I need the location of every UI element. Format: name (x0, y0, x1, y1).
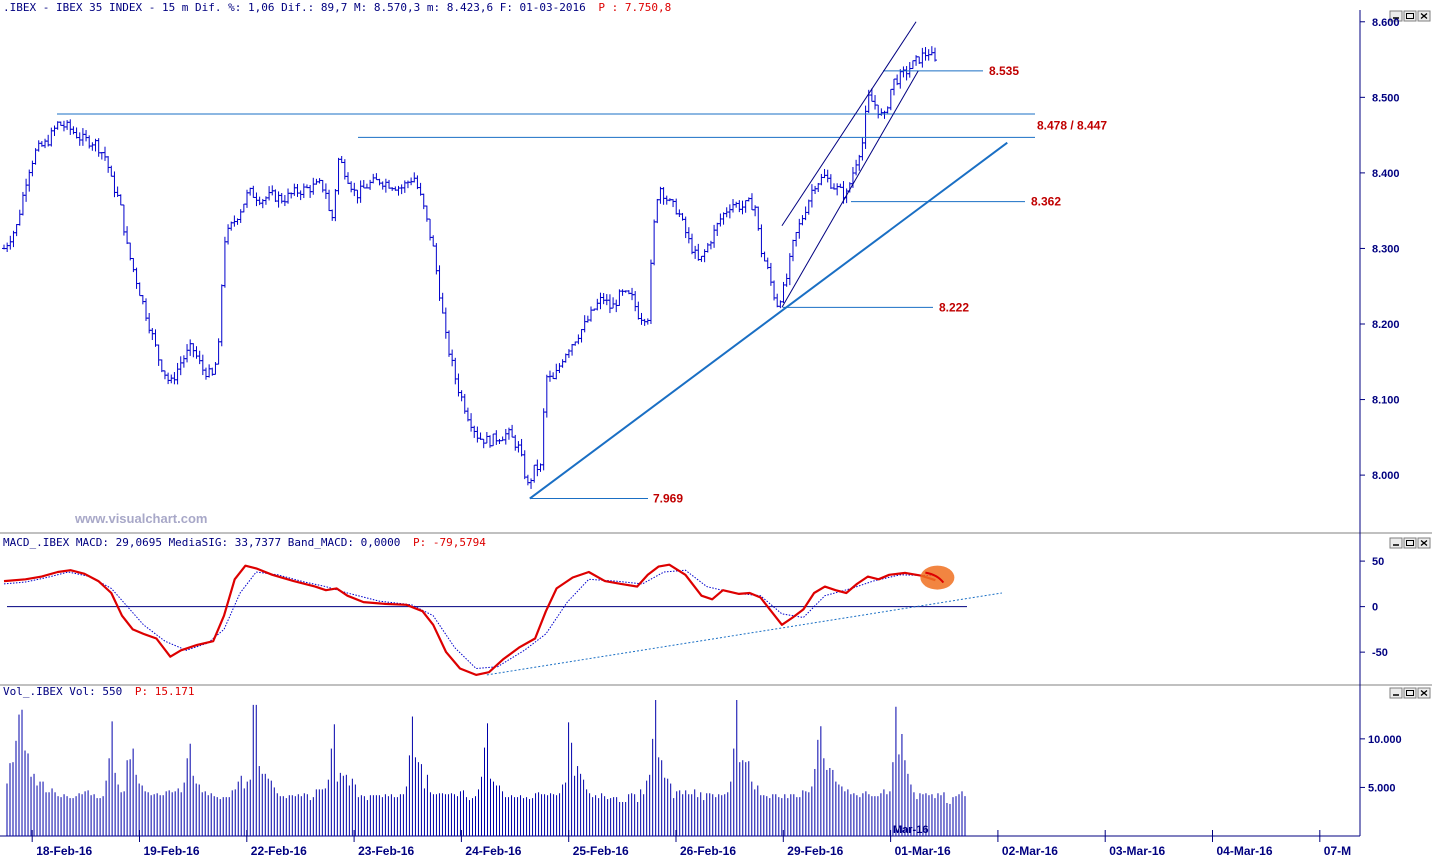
restore-icon (1406, 13, 1414, 19)
macd-header: MACD_.IBEX MACD: 29,0695 MediaSIG: 33,73… (3, 536, 400, 549)
vol-header: Vol_.IBEX Vol: 550 (3, 685, 122, 698)
x-tick-label: 03-Mar-16 (1109, 844, 1165, 857)
x-tick-label: 25-Feb-16 (573, 844, 629, 857)
level-label: 8.222 (939, 300, 969, 314)
level-label: 8.362 (1031, 195, 1061, 209)
macd-signal-line (3, 569, 936, 670)
level-label: 7.969 (653, 492, 683, 506)
macd-y-tick-label: 0 (1372, 602, 1378, 614)
close-icon (1420, 540, 1428, 546)
price-y-tick-label: 8.500 (1372, 92, 1400, 104)
level-label: 8.535 (989, 64, 1019, 78)
volume-pane: 10.000 5.000 Mar-16 (6, 700, 1402, 836)
close-icon (1420, 690, 1428, 696)
channel-line (781, 21, 917, 227)
vol-close-button[interactable] (1417, 687, 1431, 699)
x-tick-label: 18-Feb-16 (36, 844, 92, 857)
price-header: .IBEX - IBEX 35 INDEX - 15 m Dif. %: 1,0… (3, 1, 586, 14)
price-close-button[interactable] (1417, 10, 1431, 22)
x-tick-label: 24-Feb-16 (465, 844, 521, 857)
x-tick-label: 23-Feb-16 (358, 844, 414, 857)
price-pane: 8.000 8.100 8.200 8.300 8.400 8.500 8.600 8.535… (2, 17, 1400, 506)
price-restore-button[interactable] (1403, 10, 1417, 22)
macd-line (3, 563, 936, 676)
macd-header-last: P: -79,5794 (413, 536, 486, 549)
x-tick-label: 02-Mar-16 (1002, 844, 1058, 857)
macd-highlight-tail (925, 571, 945, 584)
x-tick-label: 22-Feb-16 (251, 844, 307, 857)
price-minimize-button[interactable] (1389, 10, 1403, 22)
price-y-tick-label: 8.300 (1372, 243, 1400, 255)
macd-restore-button[interactable] (1403, 537, 1417, 549)
close-icon (1420, 13, 1428, 19)
svg-text:.IBEX - IBEX 35 INDEX - 15 m: .IBEX - IBEX 35 INDEX - 15 m Dif. %: 1,0… (3, 1, 671, 14)
vol-restore-button[interactable] (1403, 687, 1417, 699)
price-y-tick-label: 8.200 (1372, 319, 1400, 331)
svg-text:MACD_.IBEX MACD: 29,0695 Media: MACD_.IBEX MACD: 29,0695 MediaSIG: 33,73… (3, 536, 486, 549)
macd-pane-buttons (1389, 537, 1431, 549)
price-y-tick-label: 8.600 (1372, 17, 1400, 29)
main-trendline (529, 141, 1008, 500)
macd-y-tick-label: -50 (1372, 647, 1388, 659)
vol-pane-buttons (1389, 687, 1431, 699)
svg-text:Vol_.IBEX Vol: 550 P: 15.1: Vol_.IBEX Vol: 550 P: 15.171 (3, 685, 194, 698)
macd-trendline (486, 592, 1002, 676)
x-month-label: Mar-16 (893, 824, 928, 836)
x-axis: 18-Feb-16 19-Feb-16 22-Feb-16 23-Feb-16 24-F… (31, 830, 1351, 857)
restore-icon (1406, 690, 1414, 696)
price-pane-buttons (1389, 10, 1431, 22)
vol-minimize-button[interactable] (1389, 687, 1403, 699)
x-tick-label: 07-M (1324, 844, 1351, 857)
x-tick-label: 19-Feb-16 (143, 844, 199, 857)
price-y-tick-label: 8.000 (1372, 470, 1400, 482)
x-tick-label: 01-Mar-16 (895, 844, 951, 857)
macd-pane: 50 0 -50 (3, 556, 1388, 676)
channel-line (781, 70, 919, 308)
watermark: www.visualchart.com (74, 511, 207, 526)
x-tick-label: 04-Mar-16 (1217, 844, 1273, 857)
macd-minimize-button[interactable] (1389, 537, 1403, 549)
level-label: 8.478 / 8.447 (1037, 119, 1107, 133)
price-y-tick-label: 8.400 (1372, 168, 1400, 180)
price-header-last: P : 7.750,8 (598, 1, 671, 14)
price-y-tick-label: 8.100 (1372, 395, 1400, 407)
macd-y-tick-label: 50 (1372, 556, 1384, 568)
x-tick-label: 29-Feb-16 (787, 844, 843, 857)
vol-header-last: P: 15.171 (135, 685, 195, 698)
vol-y-tick-label: 5.000 (1368, 782, 1396, 794)
x-tick-label: 26-Feb-16 (680, 844, 736, 857)
macd-close-button[interactable] (1417, 537, 1431, 549)
restore-icon (1406, 540, 1414, 546)
vol-y-tick-label: 10.000 (1368, 734, 1402, 746)
